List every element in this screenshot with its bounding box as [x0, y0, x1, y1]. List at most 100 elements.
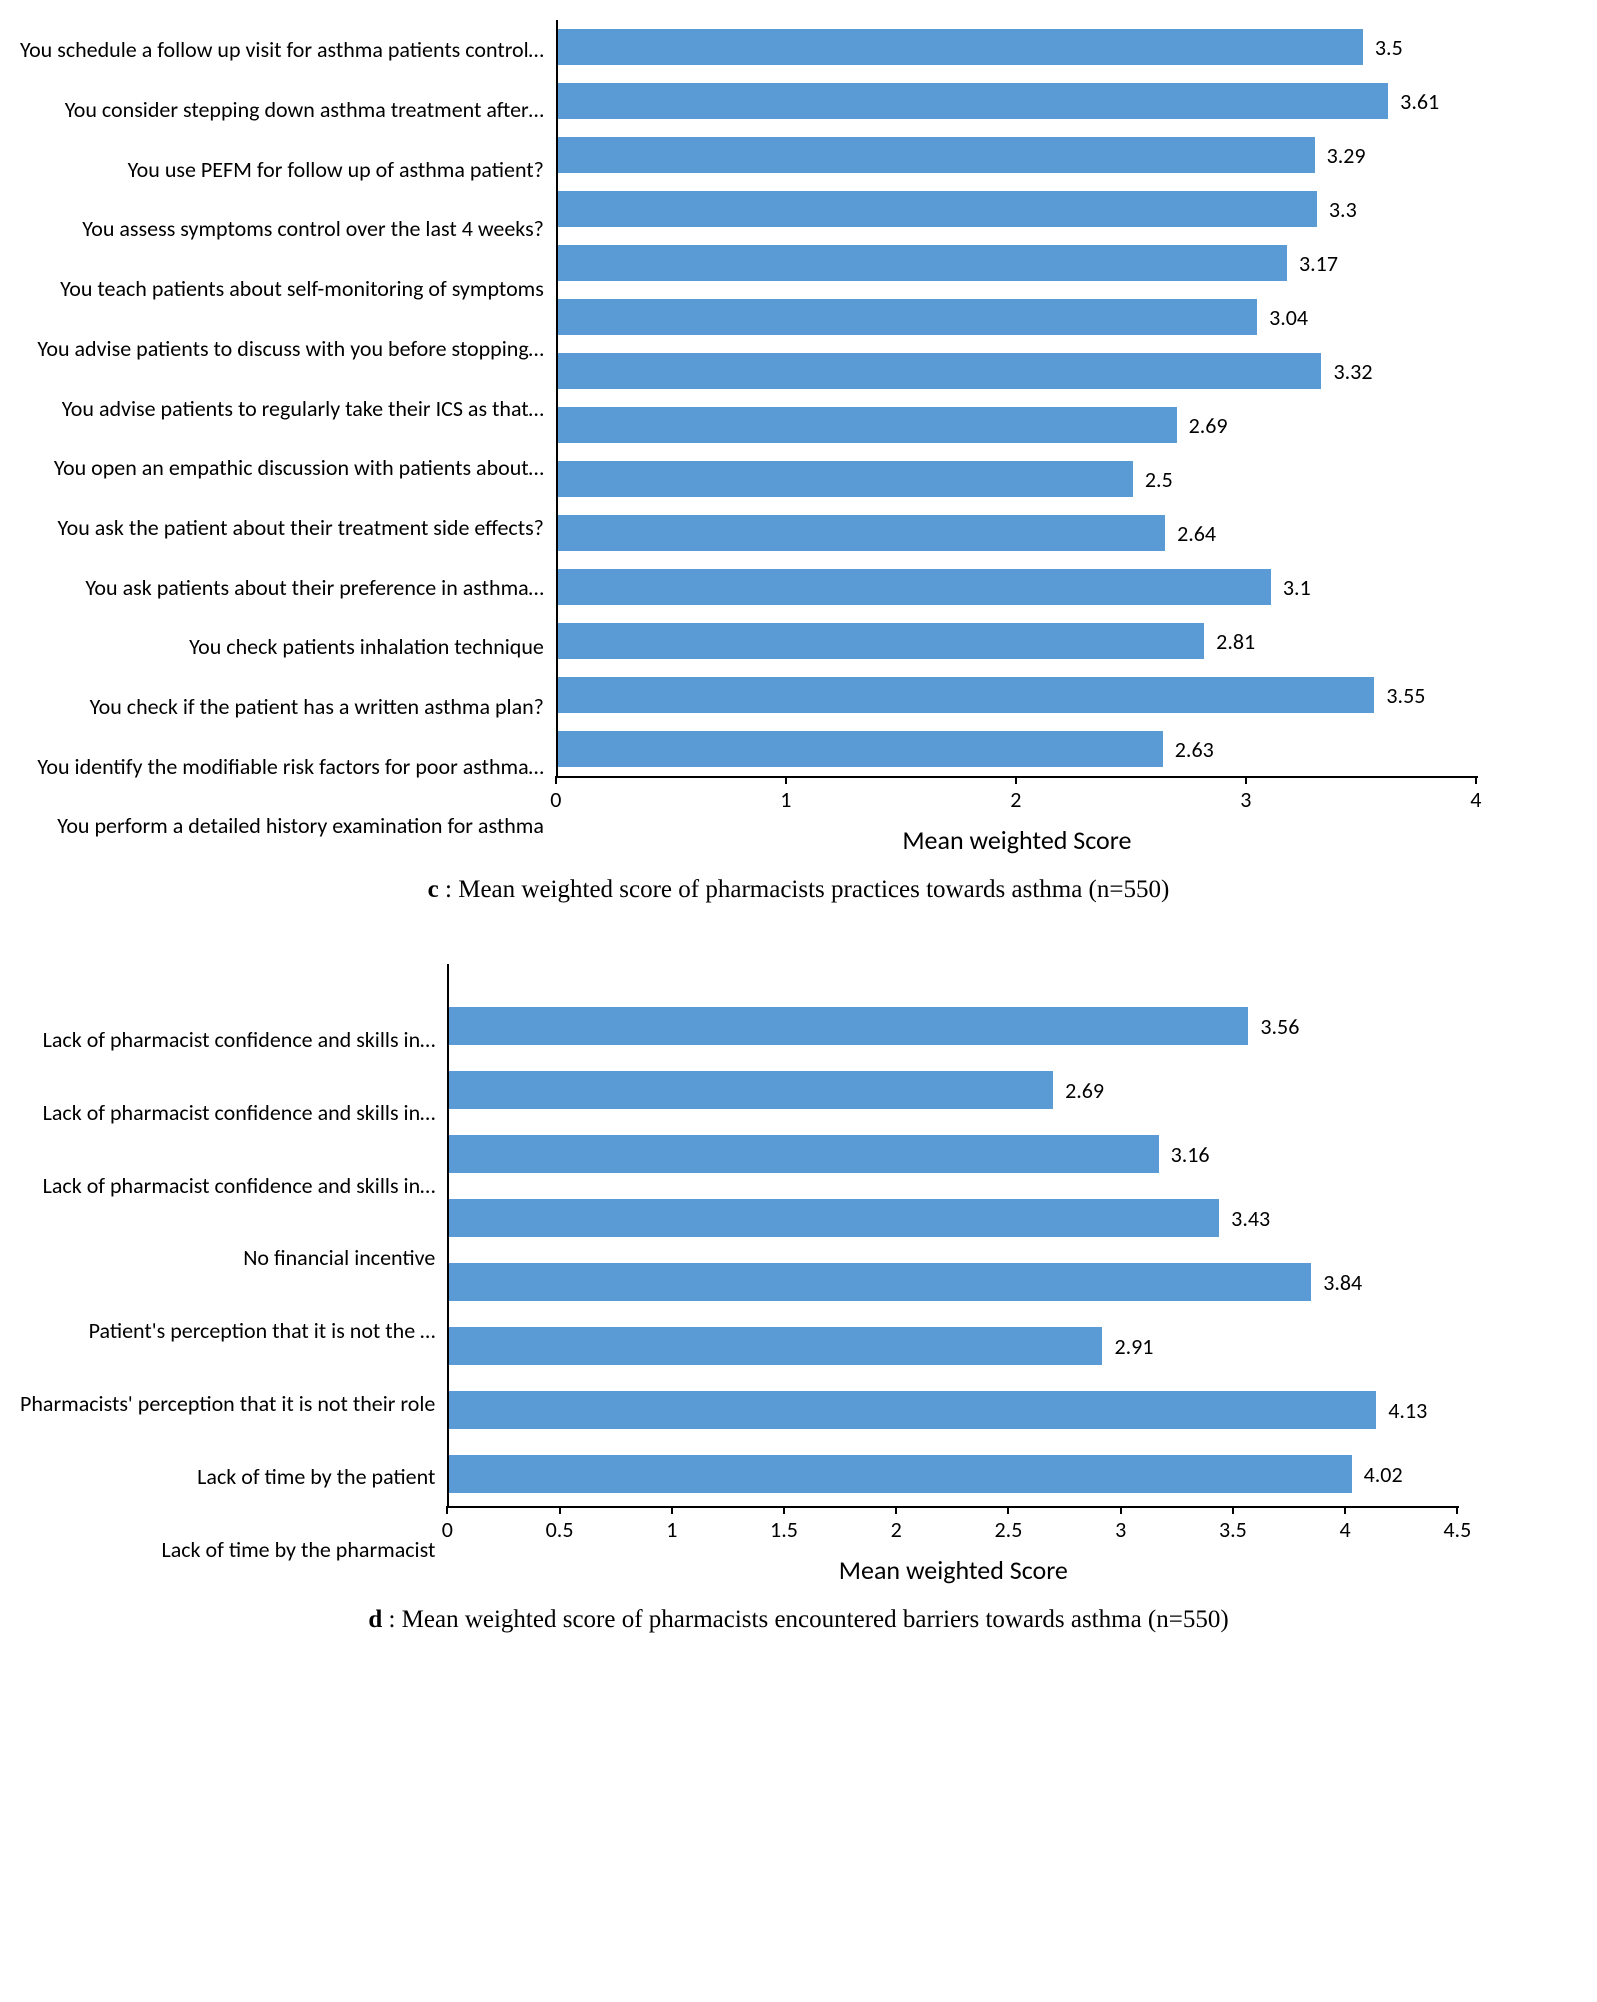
x-tick-label: 2	[891, 1516, 902, 1543]
bar	[558, 407, 1177, 443]
bar-value-label: 3.43	[1231, 1205, 1270, 1232]
bar	[558, 299, 1257, 335]
bar-row: 2.63	[558, 722, 1478, 776]
bar	[449, 1135, 1158, 1173]
bar-value-label: 3.04	[1269, 304, 1308, 331]
bar-row: 3.84	[449, 1250, 1459, 1314]
bar-row: 2.5	[558, 452, 1478, 506]
bar-row: 3.32	[558, 344, 1478, 398]
chart-d-bars: 3.56 2.69 3.16 3.43 3.842.91 4.13 4.02	[449, 964, 1459, 1506]
bar	[449, 1071, 1053, 1109]
x-tick-mark	[671, 1506, 673, 1514]
x-tick-mark	[1120, 1506, 1122, 1514]
bar-value-label: 3.16	[1171, 1141, 1210, 1168]
bar-row: 2.69	[558, 398, 1478, 452]
bar	[449, 1263, 1311, 1301]
chart-c-area: You schedule a follow up visit for asthm…	[20, 20, 1577, 856]
y-axis-label: Pharmacists' perception that it is not t…	[20, 1372, 435, 1436]
x-tick-label: 4.5	[1443, 1516, 1471, 1543]
bar	[449, 1007, 1248, 1045]
bar-row: 3.5	[558, 20, 1478, 74]
bar-row: 2.64	[558, 506, 1478, 560]
bar-row: 3.55	[558, 668, 1478, 722]
chart-d-x-axis: 00.511.522.533.544.5	[447, 1508, 1457, 1548]
bar	[558, 353, 1322, 389]
bar-value-label: 4.13	[1388, 1397, 1427, 1424]
x-tick-mark	[1015, 776, 1017, 784]
bar-value-label: 2.81	[1216, 628, 1255, 655]
bar-value-label: 3.17	[1299, 250, 1338, 277]
chart-c-y-labels: You schedule a follow up visit for asthm…	[20, 20, 556, 856]
y-axis-label: No financial incentive	[20, 1226, 435, 1290]
x-tick-label: 0	[442, 1516, 453, 1543]
bar-value-label: 4.02	[1364, 1461, 1403, 1488]
y-axis-label: You use PEFM for follow up of asthma pat…	[20, 142, 544, 196]
bar-value-label: 3.1	[1283, 574, 1311, 601]
chart-c-caption-text: : Mean weighted score of pharmacists pra…	[439, 876, 1170, 903]
bar-row: 3.3	[558, 182, 1478, 236]
bar	[558, 137, 1315, 173]
chart-d-container: Lack of pharmacist confidence and skills…	[20, 964, 1577, 1634]
y-axis-label: Lack of time by the patient	[20, 1445, 435, 1509]
bar-row: 4.13	[449, 1378, 1459, 1442]
chart-c-x-axis: 01234	[556, 778, 1476, 818]
x-tick-mark	[1456, 1506, 1458, 1514]
bar	[449, 1199, 1219, 1237]
bar-value-label: 2.63	[1175, 736, 1214, 763]
bar	[558, 191, 1317, 227]
y-axis-label: Patient's perception that it is not the …	[20, 1299, 435, 1363]
bar-row: 3.29	[558, 128, 1478, 182]
x-tick-mark	[1475, 776, 1477, 784]
chart-d-y-labels: Lack of pharmacist confidence and skills…	[20, 964, 447, 1586]
bar	[449, 1391, 1376, 1429]
x-tick-mark	[1344, 1506, 1346, 1514]
x-tick-mark	[1245, 776, 1247, 784]
x-tick-mark	[785, 776, 787, 784]
chart-c-bars: 3.5 3.61 3.29 3.3 3.17 3.04 3.32 2.69 2.5 2.64 3.1…	[558, 20, 1478, 776]
bar-value-label: 2.64	[1177, 520, 1216, 547]
bar-row: 2.69	[449, 1058, 1459, 1122]
chart-c-caption: c : Mean weighted score of pharmacists p…	[20, 876, 1577, 904]
chart-c-container: You schedule a follow up visit for asthm…	[20, 20, 1577, 904]
x-tick-label: 1	[666, 1516, 677, 1543]
bar-value-label: 3.32	[1333, 358, 1372, 385]
bar-value-label: 2.69	[1065, 1077, 1104, 1104]
bar-row: 3.61	[558, 74, 1478, 128]
x-tick-label: 4	[1470, 786, 1481, 813]
bar-value-label: 3.61	[1400, 88, 1439, 115]
y-axis-label: You assess symptoms control over the las…	[20, 202, 544, 256]
bar-row: 3.56	[449, 994, 1459, 1058]
y-axis-label: You check if the patient has a written a…	[20, 680, 544, 734]
bar	[558, 569, 1271, 605]
chart-c-x-title: Mean weighted Score	[556, 824, 1478, 856]
bar-row: 2.81	[558, 614, 1478, 668]
bar-value-label: 3.55	[1386, 682, 1425, 709]
x-tick-mark	[559, 1506, 561, 1514]
bar-value-label: 3.3	[1329, 196, 1357, 223]
bar	[558, 29, 1363, 65]
bar-row: 2.91	[449, 1314, 1459, 1378]
x-tick-mark	[783, 1506, 785, 1514]
chart-c-caption-letter: c	[428, 876, 439, 903]
bar-row: 3.16	[449, 1122, 1459, 1186]
bar-row: 3.43	[449, 1186, 1459, 1250]
x-tick-mark	[1007, 1506, 1009, 1514]
x-tick-mark	[1232, 1506, 1234, 1514]
bar-value-label: 3.56	[1260, 1013, 1299, 1040]
y-axis-label: You teach patients about self-monitoring…	[20, 262, 544, 316]
y-axis-label: You ask patients about their preference …	[20, 560, 544, 614]
x-tick-label: 0.5	[546, 1516, 574, 1543]
chart-c-plot-wrapper: 3.5 3.61 3.29 3.3 3.17 3.04 3.32 2.69 2.5 2.64 3.1…	[556, 20, 1478, 856]
y-axis-label: You consider stepping down asthma treatm…	[20, 83, 544, 137]
y-axis-label: You schedule a follow up visit for asthm…	[20, 23, 544, 77]
x-tick-label: 4	[1340, 1516, 1351, 1543]
y-axis-label: You advise patients to regularly take th…	[20, 381, 544, 435]
chart-d-plot-area: 3.56 2.69 3.16 3.43 3.842.91 4.13 4.02	[447, 964, 1459, 1508]
bar	[558, 461, 1133, 497]
x-tick-label: 2	[1010, 786, 1021, 813]
bar-row: 3.04	[558, 290, 1478, 344]
x-tick-label: 3	[1115, 1516, 1126, 1543]
bar-value-label: 2.69	[1189, 412, 1228, 439]
bar	[449, 1327, 1102, 1365]
bar	[558, 83, 1388, 119]
